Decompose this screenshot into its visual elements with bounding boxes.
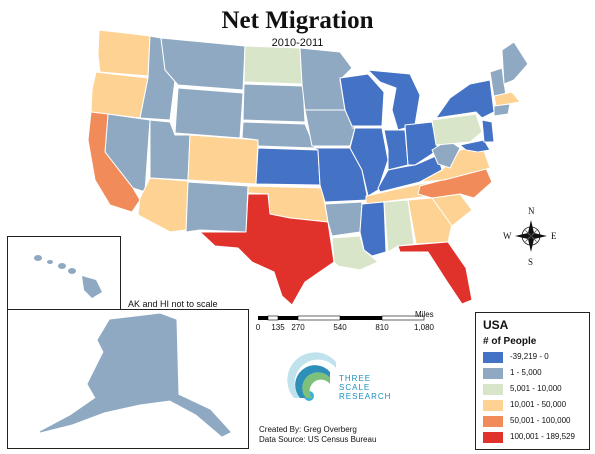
state-texas — [199, 193, 335, 306]
state-massachusetts — [493, 91, 521, 107]
legend-swatch — [483, 368, 503, 379]
legend-label: 50,001 - 100,000 — [510, 416, 571, 425]
alaska-map — [39, 313, 231, 437]
state-arizona — [137, 177, 189, 233]
logo-line-1: THREE — [339, 374, 372, 383]
state-kansas — [255, 147, 321, 186]
legend-item: 5,001 - 10,000 — [483, 383, 587, 397]
scale-tick: 0 — [255, 323, 261, 332]
legend-label: 1 - 5,000 — [510, 368, 542, 377]
state-north-dakota — [243, 45, 303, 85]
scale-unit: Miles — [415, 310, 434, 319]
scale-tick: 135 — [271, 323, 285, 332]
legend-swatch — [483, 352, 503, 363]
hawaii-map — [34, 255, 102, 298]
legend-swatch — [483, 400, 503, 411]
three-scale-research-logo — [287, 352, 336, 401]
map-title: Net Migration — [221, 7, 374, 34]
credit-data-source: Data Source: US Census Bureau — [259, 435, 377, 444]
scale-tick: 810 — [375, 323, 389, 332]
legend-label: 10,001 - 50,000 — [510, 400, 567, 409]
legend-label: -39,219 - 0 — [510, 352, 549, 361]
legend-item: -39,219 - 0 — [483, 351, 587, 365]
state-new-jersey — [481, 119, 495, 143]
legend-item: 100,001 - 189,529 — [483, 431, 587, 445]
compass-rose-icon — [515, 220, 547, 252]
credit-created-by: Created By: Greg Overberg — [259, 425, 357, 434]
legend-label: 5,001 - 10,000 — [510, 384, 562, 393]
state-nebraska — [241, 121, 316, 149]
state-north-carolina — [417, 167, 493, 199]
state-indiana — [383, 129, 409, 171]
state-connecticut-ri — [493, 103, 511, 117]
logo-line-3: RESEARCH — [339, 392, 392, 401]
legend-country: USA — [483, 318, 509, 332]
state-new-york — [435, 79, 495, 119]
state-colorado — [187, 134, 259, 185]
inset-scale-note: AK and HI not to scale — [128, 299, 218, 309]
scale-tick: 270 — [291, 323, 305, 332]
state-mississippi — [359, 201, 387, 257]
state-wyoming — [174, 87, 244, 139]
state-georgia — [407, 197, 453, 245]
compass-south: S — [528, 257, 534, 267]
legend: USA # of People -39,219 - 0 1 - 5,000 5,… — [475, 312, 590, 450]
legend-heading: # of People — [483, 336, 537, 347]
legend-label: 100,001 - 189,529 — [510, 432, 575, 441]
state-florida — [397, 241, 473, 305]
state-arkansas — [324, 201, 363, 237]
state-maryland — [459, 139, 491, 153]
state-washington — [97, 29, 151, 77]
logo-line-2: SCALE — [339, 383, 371, 392]
scale-tick: 1,080 — [413, 323, 435, 332]
compass-west: W — [503, 231, 512, 241]
map-subtitle: 2010-2011 — [271, 37, 324, 49]
state-new-mexico — [185, 181, 249, 233]
legend-swatch — [483, 384, 503, 395]
legend-swatch — [483, 416, 503, 427]
hawaii-inset-frame — [7, 236, 121, 311]
state-louisiana — [331, 235, 379, 271]
compass-north: N — [528, 206, 535, 216]
state-pennsylvania — [431, 113, 483, 146]
legend-item: 1 - 5,000 — [483, 367, 587, 381]
legend-item: 50,001 - 100,000 — [483, 415, 587, 429]
compass-east: E — [551, 231, 557, 241]
state-wisconsin — [339, 73, 385, 127]
legend-swatch — [483, 432, 503, 443]
scale-tick: 540 — [333, 323, 347, 332]
state-montana — [160, 37, 246, 91]
state-maine — [501, 41, 529, 85]
scale-bar — [258, 315, 425, 321]
legend-item: 10,001 - 50,000 — [483, 399, 587, 413]
state-california — [87, 111, 141, 213]
state-south-dakota — [242, 83, 306, 123]
state-ohio — [404, 121, 439, 166]
state-oregon — [90, 71, 149, 119]
